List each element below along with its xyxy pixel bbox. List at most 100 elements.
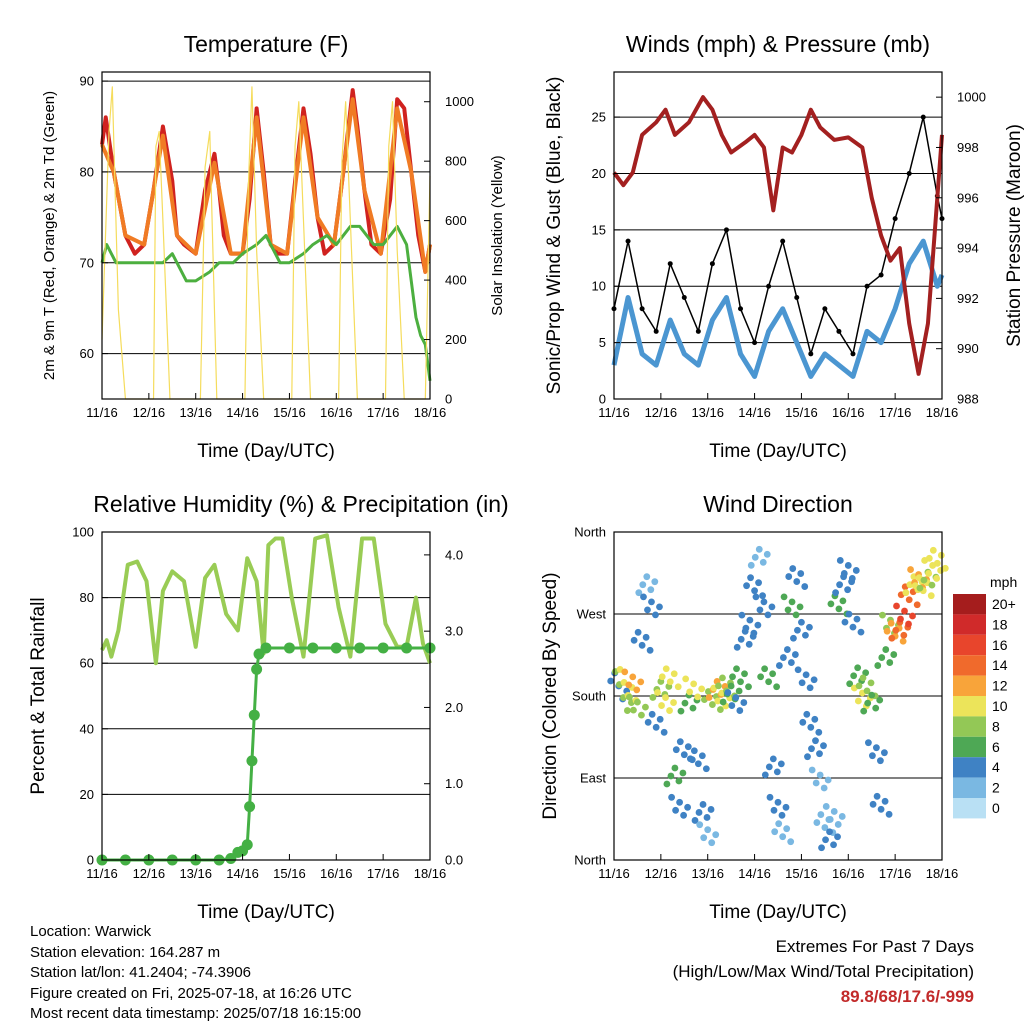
scatter-point — [854, 664, 862, 672]
scatter-point — [816, 771, 824, 779]
scatter-point — [760, 598, 768, 606]
scatter-point — [775, 662, 783, 669]
scatter-point — [785, 573, 793, 580]
y-axis-label: 2m & 9m T (Red, Orange) & 2m Td (Green) — [41, 91, 58, 380]
scatter-point — [928, 581, 936, 589]
scatter-point — [881, 749, 888, 757]
scatter-point — [629, 673, 637, 681]
scatter-point — [927, 592, 935, 600]
scatter-point — [639, 581, 647, 589]
y-tick-label-right: 1000 — [445, 94, 474, 109]
series-total-precipitation — [102, 646, 430, 862]
scatter-point — [812, 737, 819, 745]
scatter-point — [905, 620, 912, 628]
scatter-point — [817, 811, 825, 818]
scatter-point — [756, 606, 764, 614]
panel-temperature: 11/16 12/16 13/16 14/16 15/16 16/16 17/16 18/16… — [41, 31, 506, 462]
y-axis-label: Percent & Total Rainfall — [28, 597, 49, 794]
station-location: Location: Warwick — [30, 923, 152, 940]
scatter-point — [873, 792, 881, 800]
scatter-point — [765, 678, 773, 686]
panel-winds: 11/16 12/16 13/16 14/16 15/16 16/16 17/16 18/16… — [544, 31, 1024, 462]
scatter-point — [644, 606, 651, 614]
plot-frame — [101, 531, 431, 861]
y-axis-label-right: Station Pressure (Maroon) — [1004, 124, 1024, 347]
scatter-point — [933, 559, 941, 567]
x-axis-label: Time (Day/UTC) — [709, 902, 847, 923]
scatter-point — [841, 618, 849, 626]
scatter-point — [860, 707, 868, 715]
scatter-point — [737, 635, 745, 643]
scatter-point — [799, 718, 807, 726]
scatter-point — [905, 596, 913, 604]
scatter-point — [848, 575, 856, 582]
scatter-point — [925, 554, 933, 562]
scatter-point — [818, 844, 825, 852]
scatter-point — [865, 739, 872, 747]
scatter-point — [755, 579, 762, 587]
scatter-point — [666, 707, 673, 714]
scatter-point — [877, 805, 885, 813]
scatter-point — [763, 550, 771, 558]
scatter-point — [689, 704, 697, 712]
scatter-point — [634, 628, 642, 636]
scatter-point — [893, 602, 900, 610]
scatter-point — [869, 752, 876, 760]
scatter-point — [886, 659, 894, 666]
x-tick-label: 13/16 — [179, 405, 212, 420]
y-tick-label: 90 — [80, 74, 94, 89]
precip-point — [377, 642, 389, 654]
gust-point — [864, 283, 870, 289]
colorbar-swatch — [953, 594, 986, 615]
scatter-point — [719, 674, 726, 682]
scatter-point — [699, 801, 707, 808]
colorbar-label: 6 — [992, 739, 1000, 755]
scatter-point — [791, 651, 799, 658]
scatter-point — [677, 707, 685, 715]
scatter-point — [630, 706, 637, 714]
scatter-point — [780, 593, 788, 601]
series-station-pressure — [612, 95, 944, 376]
colorbar-label: 12 — [992, 678, 1008, 694]
scatter-point — [745, 683, 752, 691]
plot-frame — [101, 71, 431, 400]
scatter-point — [732, 694, 740, 701]
gust-point — [723, 227, 729, 233]
scatter-point — [836, 581, 843, 589]
scatter-point — [779, 654, 787, 661]
gust-point — [836, 328, 842, 334]
precip-point — [244, 801, 256, 813]
scatter-point — [773, 768, 781, 776]
scatter-point — [888, 634, 896, 642]
scatter-point — [759, 558, 767, 566]
colorbar-swatch — [953, 777, 986, 798]
scatter-point — [787, 838, 795, 846]
scatter-point — [834, 821, 842, 828]
scatter-point — [783, 825, 791, 833]
scatter-point — [806, 684, 814, 692]
panel-direction: 11/16 12/16 13/16 14/16 15/16 16/16 17/16 18/16… — [540, 491, 1017, 923]
scatter-point — [694, 693, 702, 701]
scatter-point — [808, 745, 815, 753]
scatter-point — [651, 578, 659, 586]
gust-point — [653, 328, 659, 334]
y-tick-label-right: 990 — [957, 341, 979, 356]
y-tick-label: 80 — [80, 164, 94, 179]
scatter-point — [643, 573, 651, 581]
scatter-point — [836, 557, 844, 564]
x-axis-label: Time (Day/UTC) — [709, 441, 847, 462]
scatter-point — [684, 743, 692, 751]
scatter-point — [876, 696, 884, 704]
x-tick-label: 16/16 — [320, 866, 353, 881]
x-tick-label: 14/16 — [738, 866, 771, 881]
colorbar-label: 10 — [992, 698, 1008, 714]
scatter-point — [798, 618, 805, 626]
series-relative-humidity — [100, 533, 432, 666]
scatter-point — [757, 673, 765, 681]
precip-point — [401, 642, 413, 654]
scatter-point — [916, 584, 924, 592]
y-tick-label: 60 — [80, 656, 94, 671]
scatter-point — [879, 611, 886, 619]
precip-point — [354, 642, 366, 654]
x-tick-label: 11/16 — [86, 866, 118, 881]
